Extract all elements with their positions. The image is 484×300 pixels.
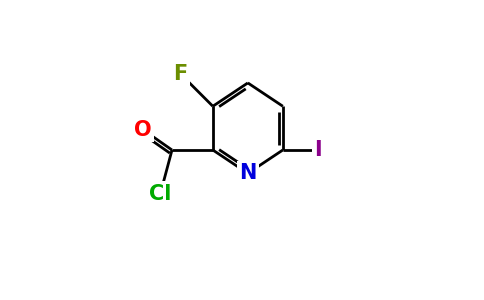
Text: I: I (314, 140, 322, 160)
Text: Cl: Cl (149, 184, 171, 204)
Text: F: F (174, 64, 188, 84)
Text: N: N (239, 163, 257, 183)
Text: O: O (134, 120, 151, 140)
